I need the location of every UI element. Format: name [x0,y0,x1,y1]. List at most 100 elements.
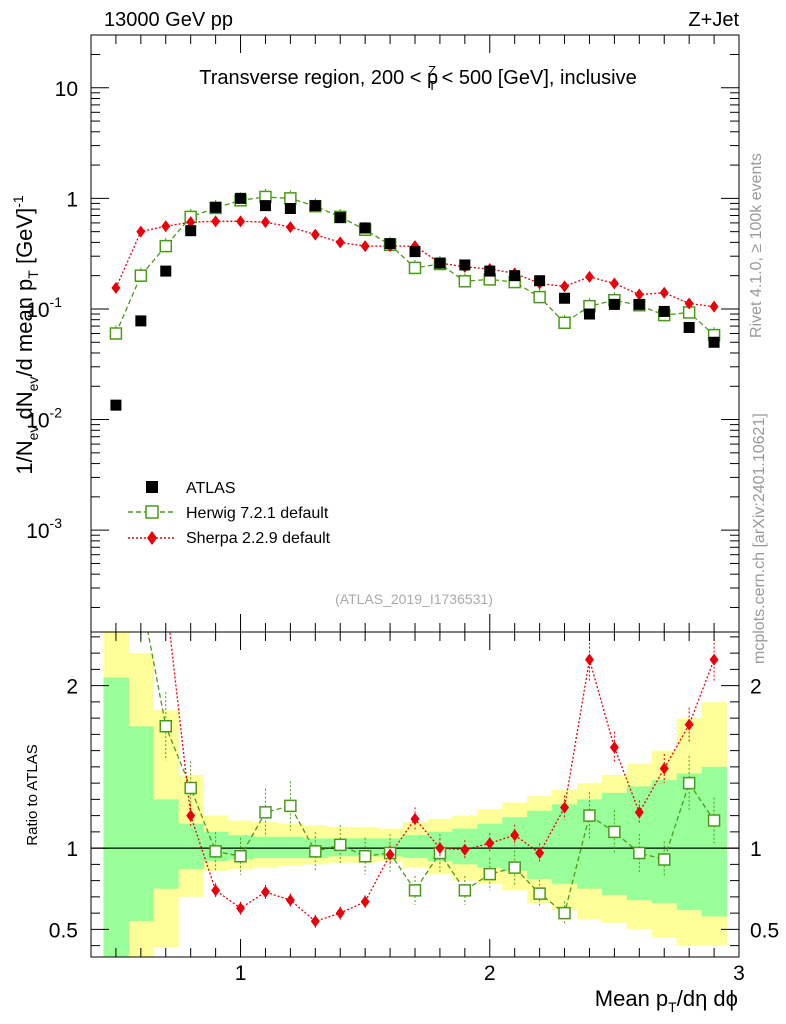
atlas-point [534,275,546,287]
sherpa-point [584,270,594,283]
sherpa-point [136,225,146,238]
atlas-point [559,292,571,304]
herwig-ratio-point [259,806,272,819]
herwig-point [159,239,173,253]
ratio-y-tick-label-right: 1 [750,838,762,861]
herwig-point [408,261,422,275]
atlas-point [484,265,496,277]
atlas-point [409,246,421,258]
main-y-axis-label: 1/Nev dNev/d mean pT [GeV]-1 [10,195,41,475]
atlas-point [259,200,271,212]
sherpa-ratio-point [161,590,170,602]
sherpa-ratio-point [285,894,295,907]
x-tick-label: 2 [484,962,496,985]
herwig-ratio-point [408,884,422,897]
ratio-y-tick-label-right: 2 [750,676,762,699]
herwig-ratio-point [159,720,173,733]
x-axis-label: Mean pT/dη dϕ [595,986,738,1015]
sherpa-ratio-point [560,801,570,814]
herwig-ratio-point [558,906,571,920]
main-y-tick-exponent: -1 [50,294,63,310]
ratio-green-band [103,677,129,957]
herwig-ratio-point [707,814,721,827]
atlas-point [459,259,471,271]
sherpa-ratio-point [634,806,644,819]
legend: ATLAS Herwig 7.2.1 default Sherpa 2.2.9 … [128,480,331,547]
legend-sherpa-label: Sherpa 2.2.9 default [186,530,331,547]
atlas-point [110,399,122,411]
sherpa-point [709,300,719,313]
herwig-point [109,327,123,340]
sherpa-ratio-point [186,809,196,822]
legend-herwig-label: Herwig 7.2.1 default [186,505,329,522]
herwig-ratio-point [184,781,197,795]
sherpa-ratio-point [236,902,246,915]
legend-atlas-label: ATLAS [186,480,236,497]
sherpa-point [186,216,196,229]
sherpa-ratio-point [485,837,495,850]
sherpa-point [211,215,221,228]
herwig-ratio-point [533,887,546,900]
herwig-ratio-point [135,589,146,600]
herwig-point [134,269,148,282]
ratio-green-band [253,836,279,858]
main-y-tick-label: 10-2 [26,405,62,433]
herwig-ratio-point [209,845,222,858]
herwig-point [533,290,546,304]
sherpa-ratio-point [260,886,270,898]
atlas-point [384,238,396,250]
ratio-series-group [135,589,721,928]
herwig-ratio-point [608,825,621,839]
sherpa-point [335,236,345,249]
ratio-green-band [552,804,578,884]
sherpa-point [360,240,370,253]
herwig-ratio-point [458,884,472,897]
mcplots-text: mcplots.cern.ch [arXiv:2401.10621] [751,413,768,664]
sherpa-ratio-point [460,843,470,856]
atlas-point [135,315,147,327]
main-y-tick-label: 1 [66,188,78,211]
legend-herwig-marker [145,505,159,519]
herwig-ratio-point [333,838,347,852]
ratio-green-band [701,766,728,917]
analysis-watermark: (ATLAS_2019_I1736531) [335,591,493,607]
main-y-tick-label: 10 [55,78,78,101]
ratio-green-band [277,836,304,858]
atlas-point [185,225,197,237]
ratio-green-band [153,799,179,889]
atlas-point [235,192,247,204]
herwig-ratio-point [633,846,646,860]
sherpa-ratio-point [310,915,320,928]
sherpa-ratio-point [410,812,420,825]
sherpa-point [310,228,320,241]
atlas-point [210,201,222,213]
atlas-point [284,202,296,214]
sherpa-point [161,220,171,233]
sherpa-ratio-point [211,884,221,897]
atlas-point [434,257,446,269]
ratio-green-band [676,773,703,910]
x-tick-label: 3 [733,962,745,985]
herwig-point [458,275,472,288]
sherpa-point [111,281,121,294]
atlas-point [658,305,670,317]
herwig-point [284,192,297,205]
sherpa-point [285,221,295,234]
rivet-version-text: Rivet 4.1.0, ≥ 100k events [748,153,765,338]
main-y-tick-exponent: -2 [50,405,63,421]
ratio-y-tick-label-left: 1 [66,838,78,861]
header-left: 13000 GeV pp [104,9,233,31]
atlas-point [708,336,720,348]
sherpa-ratio-point [584,653,594,666]
sherpa-point [659,286,669,299]
main-y-tick-exponent: -3 [50,515,63,531]
ratio-panel: 0.5 0.5 1 1 2 2 1 2 3 Ratio to ATLAS Mean pT/dη … [24,589,779,1015]
main-title: Transverse region, 200 < pZ T < 500 [GeV]… [199,63,636,93]
sherpa-point [609,277,619,290]
atlas-point [160,265,172,277]
herwig-ratio-point [682,776,696,790]
atlas-point [633,298,645,310]
legend-atlas-marker [146,481,158,493]
